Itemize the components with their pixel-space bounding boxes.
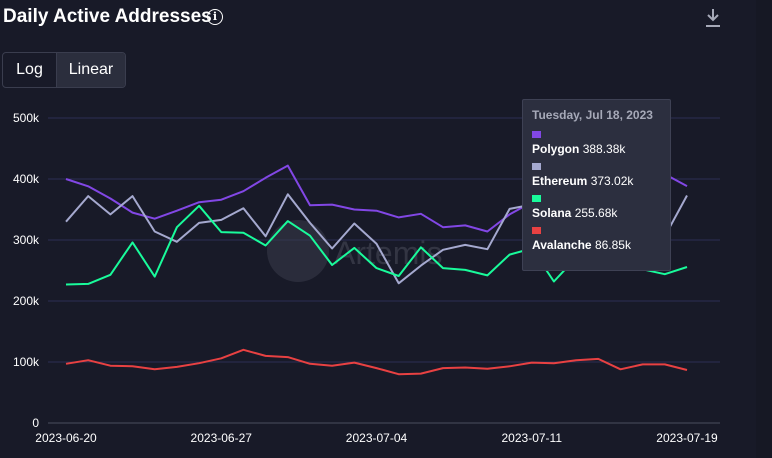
- log-scale-button[interactable]: Log: [3, 53, 57, 87]
- tooltip-series-value: 388.38k: [582, 142, 626, 156]
- watermark-logo-icon: [267, 220, 329, 282]
- tooltip-series-name: Solana: [532, 206, 572, 220]
- tooltip-series-value: 86.85k: [594, 238, 631, 252]
- y-tick-label: 200k: [13, 294, 40, 308]
- tooltip-item-solana: Solana 255.68k: [532, 195, 662, 220]
- tooltip-series-value: 255.68k: [574, 206, 618, 220]
- y-tick-label: 300k: [13, 233, 40, 247]
- tooltip-item-ethereum: Ethereum 373.02k: [532, 163, 662, 188]
- tooltip-series-name: Ethereum: [532, 174, 588, 188]
- tooltip-series-value: 373.02k: [590, 174, 634, 188]
- tooltip-item-polygon: Polygon 388.38k: [532, 131, 662, 156]
- watermark: Artemis: [267, 220, 442, 282]
- tooltip: Tuesday, Jul 18, 2023 Polygon 388.38k Et…: [522, 99, 671, 271]
- tooltip-series-name: Avalanche: [532, 238, 592, 252]
- series-line-avalanche[interactable]: [65, 348, 688, 376]
- x-tick-label: 2023-06-27: [191, 431, 253, 445]
- linear-scale-button[interactable]: Linear: [57, 53, 125, 87]
- info-icon[interactable]: i: [207, 9, 223, 25]
- avalanche-swatch: [532, 227, 541, 234]
- solana-swatch: [532, 195, 541, 202]
- chart-title: Daily Active Addresses: [3, 6, 212, 27]
- tooltip-series-name: Polygon: [532, 142, 580, 156]
- tooltip-date: Tuesday, Jul 18, 2023: [532, 108, 653, 122]
- y-tick-label: 0: [32, 416, 39, 430]
- y-tick-label: 100k: [13, 355, 40, 369]
- y-tick-label: 500k: [13, 111, 40, 125]
- polygon-swatch: [532, 131, 541, 138]
- y-tick-label: 400k: [13, 172, 40, 186]
- x-tick-label: 2023-06-20: [35, 431, 97, 445]
- x-tick-label: 2023-07-11: [502, 431, 563, 445]
- x-tick-label: 2023-07-04: [346, 431, 408, 445]
- download-icon[interactable]: [704, 8, 722, 28]
- tooltip-item-avalanche: Avalanche 86.85k: [532, 227, 662, 252]
- ethereum-swatch: [532, 163, 541, 170]
- x-tick-label: 2023-07-19: [656, 431, 718, 445]
- scale-toggle: Log Linear: [2, 52, 126, 88]
